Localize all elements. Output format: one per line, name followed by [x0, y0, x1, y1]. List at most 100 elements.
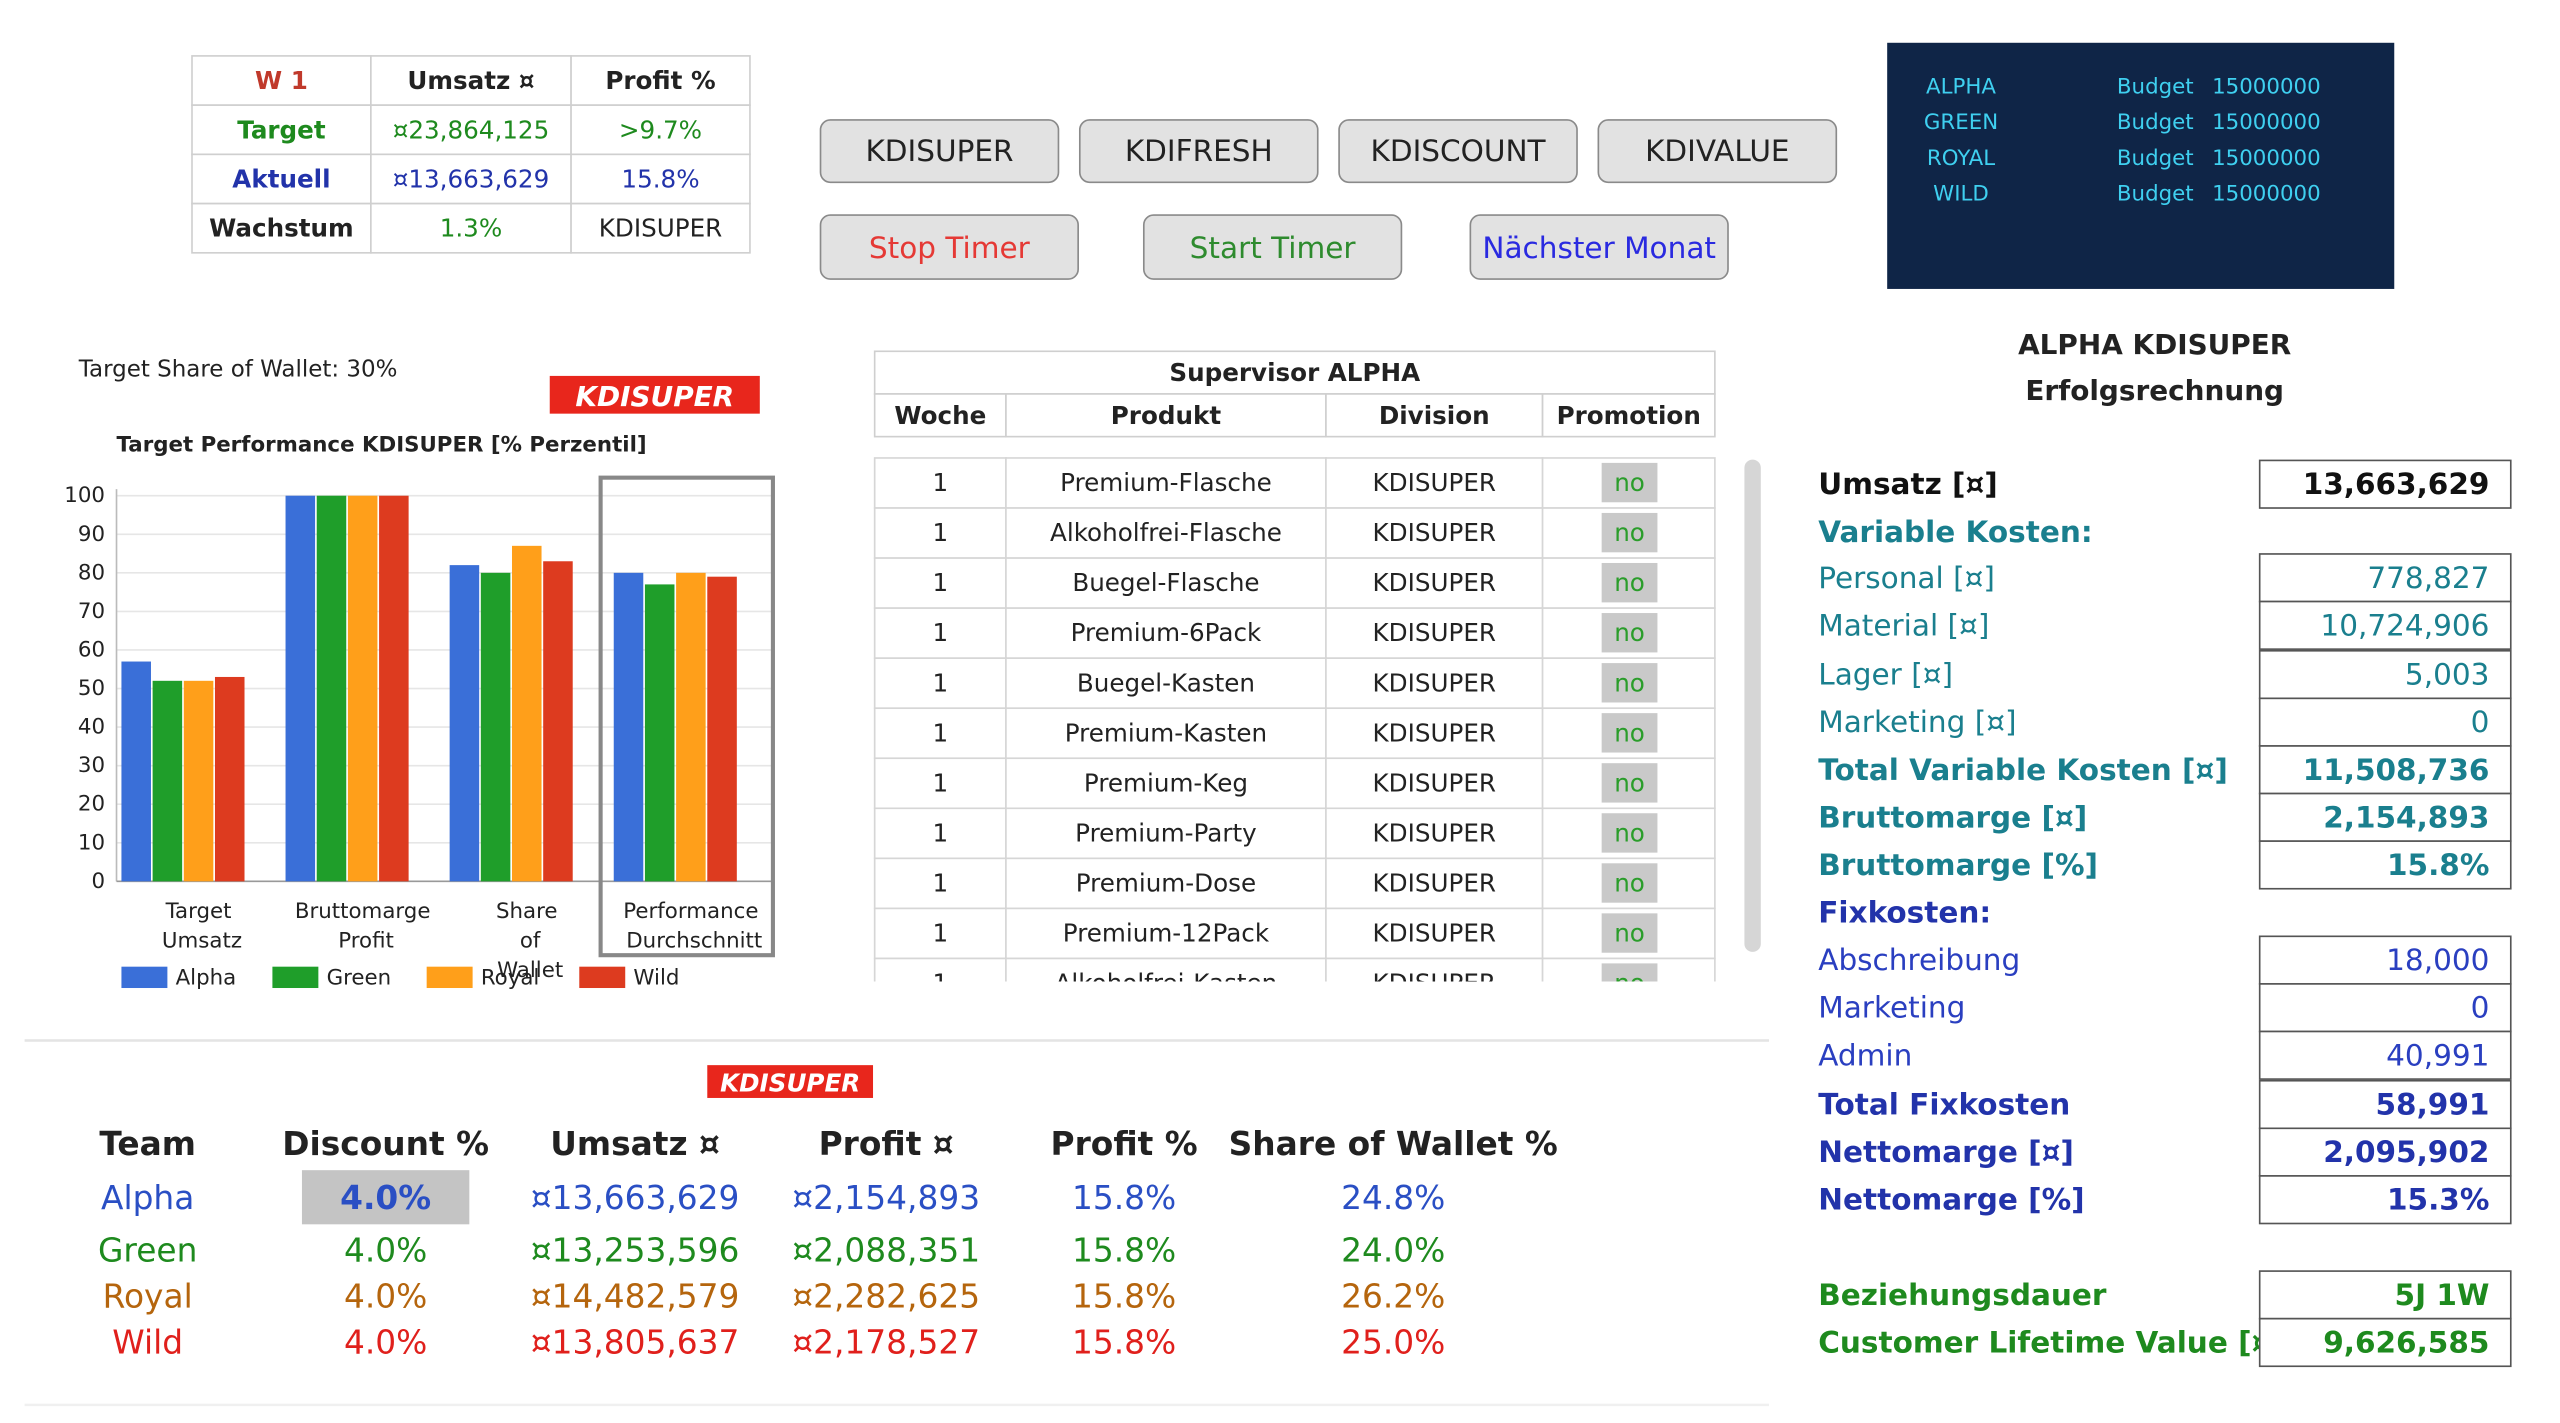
division-button[interactable]	[1597, 119, 1838, 184]
promotion-value: no	[1614, 568, 1645, 597]
legend-label: Green	[327, 966, 392, 991]
promotion-badge[interactable]	[1601, 512, 1658, 553]
table-cell-text: 1	[932, 868, 948, 897]
team-cell: Wild	[112, 1323, 183, 1361]
table-title: Supervisor ALPHA	[1169, 358, 1420, 387]
team-cell: 15.8%	[1072, 1323, 1176, 1361]
control-button[interactable]	[1469, 214, 1729, 280]
selected-cell[interactable]	[301, 1170, 470, 1225]
pl-value-box	[2258, 1317, 2512, 1368]
division-button[interactable]	[1338, 119, 1578, 184]
promotion-badge[interactable]	[1601, 562, 1658, 603]
promotion-badge[interactable]	[1601, 863, 1658, 903]
table-body: 1 Premium-Flasche KDISUPER no 1 Alkoholfrei-F…	[873, 457, 1716, 1002]
table-cell	[1005, 907, 1327, 960]
promotion-badge[interactable]	[1601, 663, 1658, 703]
table-cell	[873, 457, 1007, 509]
pl-label: Bruttomarge [¤]	[1818, 800, 2087, 834]
pl-label: Abschreibung	[1818, 943, 2020, 977]
table-cell-text: 1	[932, 768, 948, 797]
pl-value: 5,003	[2405, 658, 2490, 692]
column-header: Woche	[894, 401, 986, 430]
table-cell-text: 1.3%	[440, 214, 503, 243]
pl-value-box	[2258, 1175, 2512, 1225]
column-header: Umsatz ¤	[550, 1125, 720, 1163]
table-cell	[370, 104, 572, 156]
table-cell	[191, 55, 372, 106]
promotion-value: no	[1614, 868, 1645, 897]
bar	[214, 676, 245, 882]
pl-value-box	[2258, 840, 2512, 890]
promotion-badge[interactable]	[1601, 913, 1658, 953]
budget-value: 15000000	[2212, 181, 2321, 206]
team-cell: 25.0%	[1341, 1323, 1445, 1361]
pl-label: Lager [¤]	[1818, 658, 1953, 692]
division-button[interactable]	[819, 119, 1060, 184]
y-tick-label: 40	[78, 715, 105, 740]
legend-swatch	[426, 966, 473, 989]
table-cell-text: Premium-Kasten	[1065, 718, 1267, 747]
promotion-value: no	[1614, 718, 1645, 747]
control-button[interactable]	[819, 214, 1079, 280]
promotion-badge[interactable]	[1601, 963, 1658, 1002]
y-tick-label: 80	[78, 560, 105, 585]
team-cell: ¤13,663,629	[531, 1179, 740, 1217]
scrollbar	[1744, 459, 1761, 952]
pl-label: Umsatz [¤]	[1818, 467, 1998, 501]
table-cell	[1325, 457, 1544, 509]
team-cell: 4.0%	[344, 1232, 427, 1270]
promotion-value: no	[1614, 919, 1645, 948]
pl-label: Marketing	[1818, 991, 1965, 1025]
team-cell: 4.0%	[340, 1179, 431, 1217]
promotion-badge[interactable]	[1601, 713, 1658, 753]
team-cell: ¤13,253,596	[531, 1232, 740, 1270]
promotion-value: no	[1614, 518, 1645, 547]
table-cell-text: Target	[237, 115, 326, 144]
table-cell	[1005, 657, 1327, 710]
table-cell-text: Alkoholfrei-Kasten	[1055, 969, 1278, 998]
table-cell-text: Premium-Flasche	[1060, 468, 1272, 497]
promotion-value: no	[1614, 618, 1645, 647]
pl-subtitle: Erfolgsrechnung	[2025, 374, 2284, 407]
budget-team: WILD	[1933, 181, 1989, 206]
division-button-label: KDIVALUE	[1645, 134, 1790, 168]
pl-value: 0	[2471, 705, 2490, 739]
y-tick-label: 30	[78, 753, 105, 778]
table-cell-text: KDISUPER	[1373, 518, 1496, 547]
pl-label: Total Fixkosten	[1818, 1088, 2070, 1122]
promotion-badge[interactable]	[1601, 462, 1658, 503]
table-cell-text: Premium-Party	[1075, 818, 1257, 847]
division-button[interactable]	[1078, 119, 1319, 184]
bar	[285, 495, 316, 882]
column-header: Umsatz ¤	[407, 66, 534, 95]
column-header-cell	[873, 393, 1007, 438]
team-cell: Green	[98, 1232, 197, 1270]
table-cell	[570, 104, 751, 156]
budget-panel	[1887, 42, 2395, 289]
pl-value-box	[2258, 600, 2512, 650]
bar	[347, 495, 378, 882]
table-cell-text: 1	[932, 919, 948, 948]
table-cell	[873, 757, 1007, 810]
table-cell-text: Aktuell	[232, 164, 330, 193]
table-cell	[1325, 657, 1544, 710]
control-button[interactable]	[1142, 214, 1403, 280]
promotion-badge[interactable]	[1601, 763, 1658, 803]
logo-background	[549, 375, 760, 414]
promotion-badge[interactable]	[1601, 613, 1658, 653]
bar	[316, 495, 347, 882]
y-tick-label: 50	[78, 676, 105, 701]
budget-label: Budget	[2117, 75, 2194, 100]
y-tick-label: 0	[91, 869, 105, 894]
bar	[379, 495, 409, 882]
column-header: Produkt	[1111, 401, 1222, 430]
table-cell	[1325, 557, 1544, 609]
budget-label: Budget	[2117, 110, 2194, 135]
team-cell: ¤14,482,579	[531, 1278, 740, 1316]
table-cell	[1005, 857, 1327, 910]
table-cell-text: Buegel-Flasche	[1072, 568, 1259, 597]
promotion-badge[interactable]	[1601, 813, 1658, 853]
control-button-label: Stop Timer	[869, 231, 1031, 265]
y-tick-label: 60	[78, 637, 105, 662]
